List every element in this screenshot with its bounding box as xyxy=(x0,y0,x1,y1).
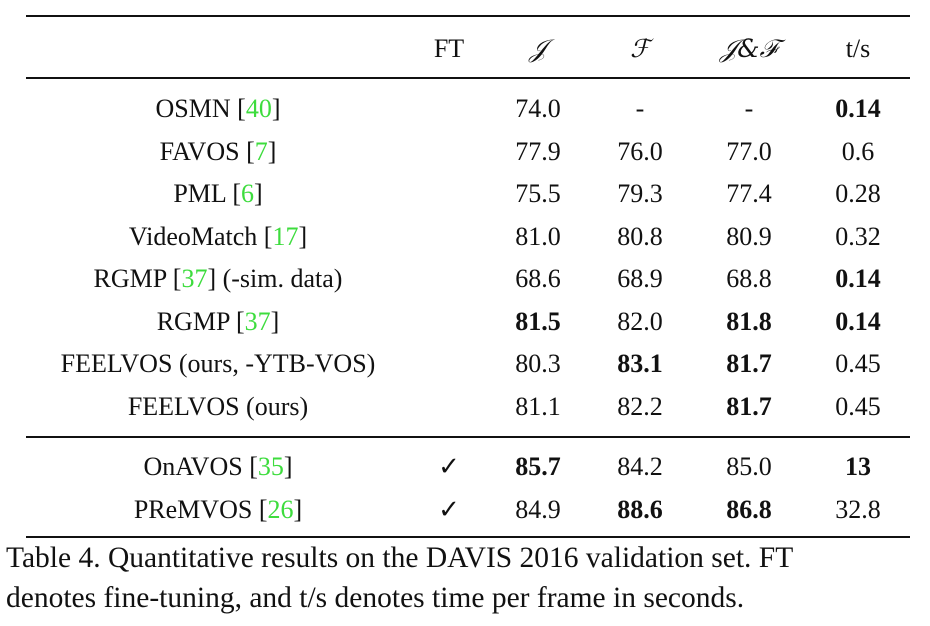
jf-cell: 81.7 xyxy=(726,391,772,421)
j-cell: 85.7 xyxy=(515,452,561,481)
method-name: FAVOS xyxy=(159,136,240,166)
method-cell: OnAVOS [35] xyxy=(143,452,293,481)
ts-cell: 0.32 xyxy=(835,221,881,251)
method-name: FEELVOS (ours) xyxy=(127,391,309,421)
header-rule xyxy=(26,77,910,79)
ts-cell: 0.45 xyxy=(835,349,881,378)
citation-link[interactable]: 40 xyxy=(245,94,272,123)
method-cell: FAVOS [7] xyxy=(159,136,277,166)
jf-cell: 81.8 xyxy=(726,306,772,336)
ts-cell: 0.28 xyxy=(835,179,881,208)
citation-link[interactable]: 37 xyxy=(244,306,271,336)
method-name: VideoMatch xyxy=(128,221,258,251)
jf-cell: 68.8 xyxy=(726,264,772,293)
ts-cell: 0.45 xyxy=(835,391,881,421)
f-cell: 68.9 xyxy=(617,264,663,293)
method-name: PML xyxy=(173,179,226,208)
f-cell: 83.1 xyxy=(617,349,663,378)
top-rule xyxy=(26,15,910,17)
method-suffix: (-sim. data) xyxy=(216,264,343,293)
method-name: RGMP xyxy=(93,264,167,293)
caption-line-1: Table 4. Quantitative results on the DAV… xyxy=(6,542,794,574)
j-cell: 84.9 xyxy=(515,495,561,524)
ft-cell: ✓ xyxy=(438,452,460,482)
f-cell: 79.3 xyxy=(617,179,663,208)
jf-cell: 77.0 xyxy=(726,136,772,166)
citation-link[interactable]: 35 xyxy=(257,452,284,481)
j-cell: 81.5 xyxy=(515,306,561,336)
header-f: ℱ xyxy=(630,34,650,63)
table-row: OnAVOS [35] ✓ 85.7 84.2 85.0 13 xyxy=(26,446,910,488)
bottom-rule xyxy=(26,536,910,538)
table-row: FAVOS [7] 77.9 76.0 77.0 0.6 xyxy=(26,131,910,173)
jf-cell: 80.9 xyxy=(726,221,772,251)
table-row: RGMP [37] 81.5 82.0 81.8 0.14 xyxy=(26,301,910,343)
ts-cell: 13 xyxy=(845,452,871,481)
j-cell: 80.3 xyxy=(515,349,561,378)
method-name: FEELVOS (ours, -YTB-VOS) xyxy=(60,349,376,378)
table-row: PReMVOS [26] ✓ 84.9 88.6 86.8 32.8 xyxy=(26,489,910,531)
mid-rule xyxy=(26,436,910,438)
j-cell: 81.0 xyxy=(515,221,561,251)
method-cell: RGMP [37] xyxy=(156,306,280,336)
ts-cell: 0.14 xyxy=(835,94,881,123)
f-cell: - xyxy=(635,94,645,123)
method-cell: FEELVOS (ours) xyxy=(26,386,410,428)
j-cell: 77.9 xyxy=(515,136,561,166)
table-row: OSMN [40] 74.0 - - 0.14 xyxy=(26,88,910,130)
method-name: OnAVOS xyxy=(143,452,243,481)
jf-cell: - xyxy=(744,94,754,123)
jf-cell: 86.8 xyxy=(726,495,772,524)
header-row: FT 𝒥 ℱ 𝒥&ℱ t/s xyxy=(26,28,910,70)
method-cell: FEELVOS (ours, -YTB-VOS) xyxy=(26,343,410,385)
method-cell: PML [6] xyxy=(173,179,263,208)
f-cell: 76.0 xyxy=(617,136,663,166)
citation-link[interactable]: 26 xyxy=(267,495,294,524)
method-name: OSMN xyxy=(155,94,231,123)
table-row: FEELVOS (ours) 81.1 82.2 81.7 0.45 xyxy=(26,386,910,428)
ts-cell: 0.14 xyxy=(835,306,881,336)
j-cell: 81.1 xyxy=(515,391,561,421)
citation-link[interactable]: 17 xyxy=(272,221,299,251)
method-name: RGMP xyxy=(156,306,230,336)
jf-cell: 85.0 xyxy=(726,452,772,481)
method-cell: PReMVOS [26] xyxy=(133,495,303,524)
header-jf: 𝒥&ℱ xyxy=(720,34,778,63)
header-j: 𝒥 xyxy=(529,34,547,63)
table-row: VideoMatch [17] 81.0 80.8 80.9 0.32 xyxy=(26,216,910,258)
table-caption: Table 4. Quantitative results on the DAV… xyxy=(6,538,926,618)
j-cell: 74.0 xyxy=(515,94,561,123)
caption-line-2: denotes fine-tuning, and t/s denotes tim… xyxy=(6,582,745,614)
f-cell: 84.2 xyxy=(617,452,663,481)
method-cell: VideoMatch [17] xyxy=(128,221,308,251)
f-cell: 80.8 xyxy=(617,221,663,251)
table-row: FEELVOS (ours, -YTB-VOS) 80.3 83.1 81.7 0.45 xyxy=(26,343,910,385)
ts-cell: 32.8 xyxy=(835,495,881,524)
citation-link[interactable]: 6 xyxy=(241,179,254,208)
method-cell: OSMN [40] xyxy=(155,94,281,123)
citation-link[interactable]: 37 xyxy=(181,264,208,293)
ft-cell: ✓ xyxy=(438,495,460,525)
f-cell: 82.2 xyxy=(617,391,663,421)
table-row: RGMP [37] (-sim. data) 68.6 68.9 68.8 0.14 xyxy=(26,258,910,300)
jf-cell: 77.4 xyxy=(726,179,772,208)
header-ts: t/s xyxy=(845,34,871,63)
table-row: PML [6] 75.5 79.3 77.4 0.28 xyxy=(26,173,910,215)
header-ft: FT xyxy=(433,34,465,63)
ts-cell: 0.6 xyxy=(841,136,875,166)
jf-cell: 81.7 xyxy=(726,349,772,378)
method-cell: RGMP [37] (-sim. data) xyxy=(93,264,343,293)
f-cell: 82.0 xyxy=(617,306,663,336)
ts-cell: 0.14 xyxy=(835,264,881,293)
citation-link[interactable]: 7 xyxy=(254,136,268,166)
j-cell: 75.5 xyxy=(515,179,561,208)
j-cell: 68.6 xyxy=(515,264,561,293)
f-cell: 88.6 xyxy=(617,495,663,524)
method-name: PReMVOS xyxy=(133,495,253,524)
